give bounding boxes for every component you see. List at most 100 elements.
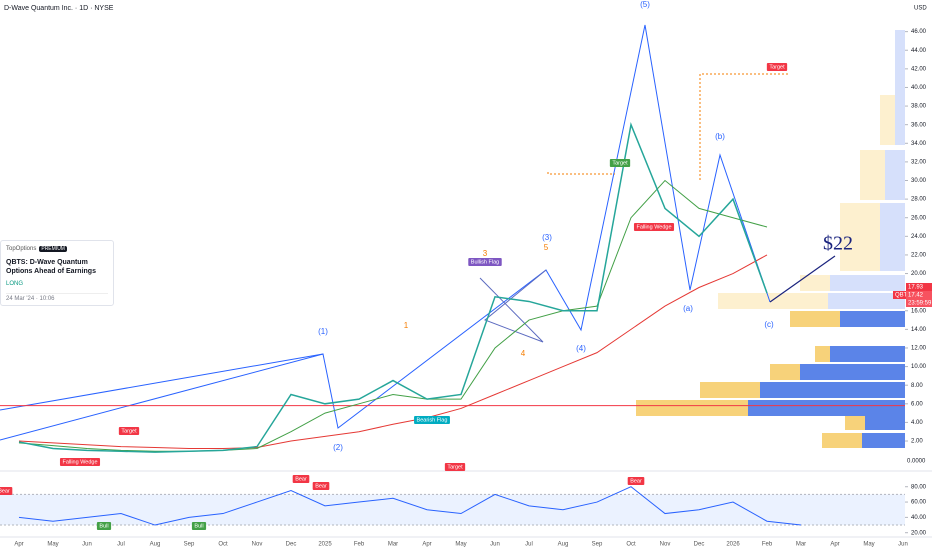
- annotation-label: Bear: [630, 478, 642, 484]
- x-tick-label: Jul: [525, 542, 533, 548]
- annotation-label: Falling Wedge: [636, 224, 671, 230]
- annotation-label: Bear: [315, 483, 327, 489]
- annotation-label: Bullish Flag: [471, 259, 499, 265]
- y-tick-label: 24.00: [911, 234, 927, 240]
- x-tick-label: Jun: [82, 542, 92, 548]
- annotation-box: [191, 522, 207, 530]
- annotation-box: [414, 416, 450, 424]
- x-tick-label: Dec: [694, 542, 705, 548]
- price-line: [18, 122, 768, 453]
- wave-label: 3: [483, 249, 488, 258]
- y-tick-label: 26.00: [911, 215, 927, 221]
- annotation-box: [766, 63, 788, 71]
- x-tick-label: Oct: [626, 542, 636, 548]
- annotation-box: [609, 159, 631, 167]
- wave-label: (5): [640, 0, 650, 9]
- wave-lines: [0, 24, 836, 441]
- y-tick-label: 22.00: [911, 253, 927, 259]
- card-badge: PREMIUM: [39, 246, 67, 252]
- x-tick-label: Apr: [830, 542, 839, 548]
- y-tick-label: 40.00: [911, 85, 927, 91]
- wave-label: (1): [318, 327, 328, 336]
- x-tick-label: Mar: [796, 542, 806, 548]
- y-tick-label: 36.00: [911, 122, 927, 128]
- price-tag-bg: [906, 283, 932, 291]
- y-tick-label: 14.00: [911, 327, 927, 333]
- y-tick-label: 16.00: [911, 308, 927, 314]
- card-title: QBTS: D-Wave Quantum Options Ahead of Ea…: [6, 259, 96, 275]
- moving-average: [18, 179, 768, 452]
- wave-label: (a): [683, 304, 693, 313]
- y-tick-label: 32.00: [911, 159, 927, 165]
- annotation-label: Target: [612, 160, 628, 166]
- currency: USD: [914, 6, 927, 12]
- y-tick-label: 6.00: [911, 401, 923, 407]
- x-tick-label: Oct: [218, 542, 228, 548]
- annotation-label: Bearish Flag: [417, 417, 448, 423]
- price-tag: 17.93: [908, 285, 924, 291]
- x-tick-label: 2026: [726, 542, 740, 548]
- volume-profile: [636, 30, 905, 448]
- annotation-label: Bull: [99, 523, 108, 529]
- x-tick-label: Apr: [14, 542, 23, 548]
- annotation-box: [312, 482, 330, 490]
- wave-label: $22: [823, 233, 853, 255]
- price-tag-bg: [906, 291, 932, 299]
- annotation-box: [292, 475, 310, 483]
- x-tick-label: Dec: [286, 542, 297, 548]
- annotation-box: [59, 458, 101, 466]
- x-tick-label: May: [863, 542, 874, 548]
- annotation-box: [627, 477, 645, 485]
- x-tick-label: Jun: [490, 542, 500, 548]
- rsi-tick-label: 60.00: [911, 500, 927, 506]
- annotation-box: [118, 427, 140, 435]
- annotation-label: Target: [121, 428, 137, 434]
- wave-label: 1: [404, 321, 409, 330]
- annotation-label: Falling Wedge: [62, 459, 97, 465]
- x-tick-label: Jul: [117, 542, 125, 548]
- wave-label: (c): [764, 320, 774, 329]
- rsi-line: [18, 486, 802, 526]
- x-tick-label: 2025: [318, 542, 332, 548]
- card-brand: TopOptions: [6, 246, 37, 252]
- volume-axis-label: 0.0000: [907, 459, 926, 465]
- idea-card[interactable]: TopOptions PREMIUM QBTS: D-Wave Quantum O…: [0, 240, 114, 306]
- annotation-label: Bear: [295, 476, 307, 482]
- price-tag: 17.42: [908, 293, 924, 299]
- y-tick-label: 44.00: [911, 48, 927, 54]
- x-tick-label: Jun: [898, 542, 908, 548]
- y-tick-label: 34.00: [911, 141, 927, 147]
- wave-label: 4: [521, 349, 526, 358]
- x-tick-label: Sep: [184, 542, 195, 548]
- rsi-tick-label: 20.00: [911, 530, 927, 536]
- rsi-band: [0, 494, 905, 526]
- price-tag: QBTS: [895, 293, 911, 299]
- y-tick-label: 4.00: [911, 420, 923, 426]
- x-tick-label: Aug: [150, 542, 161, 548]
- x-tick-label: May: [455, 542, 466, 548]
- x-tick-label: Nov: [252, 542, 263, 548]
- rsi-tick-label: 80.00: [911, 484, 927, 490]
- y-tick-label: 28.00: [911, 197, 927, 203]
- y-tick-label: 46.00: [911, 29, 927, 35]
- x-tick-label: Aug: [558, 542, 569, 548]
- annotation-label: Target: [769, 64, 785, 70]
- annotation-box: [0, 487, 13, 495]
- x-tick-label: Feb: [354, 542, 365, 548]
- y-tick-label: 2.00: [911, 439, 923, 445]
- y-tick-label: 10.00: [911, 364, 927, 370]
- y-tick-label: 8.00: [911, 383, 923, 389]
- x-tick-label: Nov: [660, 542, 671, 548]
- annotation-label: Target: [447, 464, 463, 470]
- card-direction: LONG: [6, 281, 24, 287]
- y-tick-label: 20.00: [911, 271, 927, 277]
- wave-label: 5: [544, 243, 549, 252]
- rsi-tick-label: 40.00: [911, 515, 927, 521]
- y-tick-label: 42.00: [911, 66, 927, 72]
- x-tick-label: Mar: [388, 542, 398, 548]
- x-tick-label: Feb: [762, 542, 773, 548]
- price-tag-bg: [906, 299, 932, 307]
